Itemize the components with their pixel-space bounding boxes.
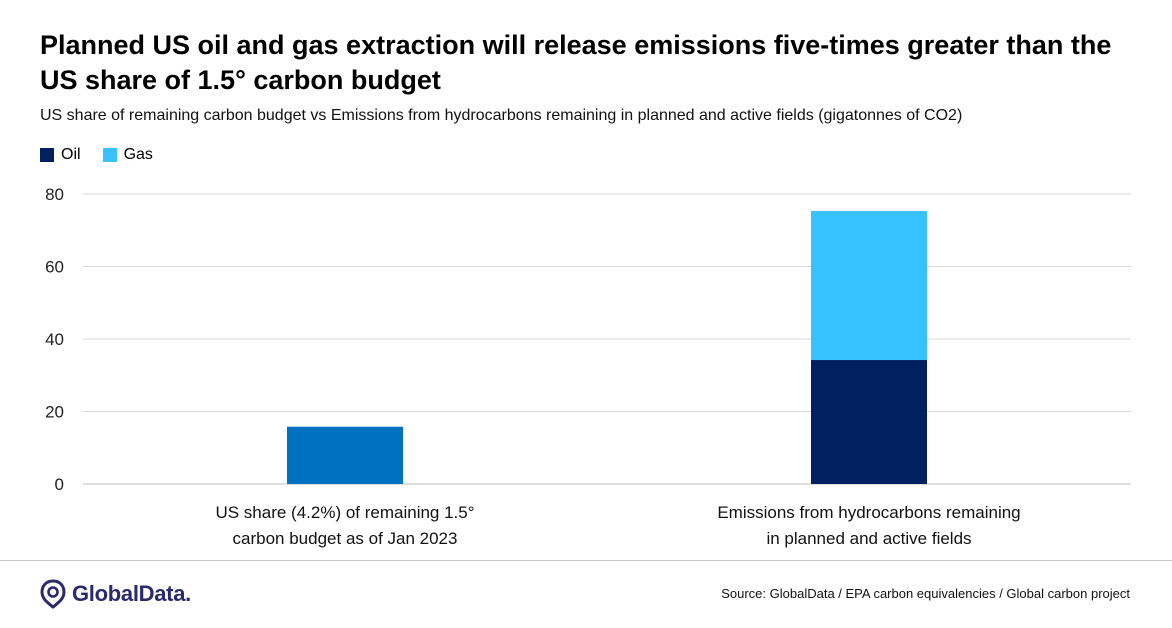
legend-label-oil: Oil (61, 146, 81, 163)
chart-title: Planned US oil and gas extraction will r… (40, 30, 1112, 95)
bar-chart: 0 20 40 60 80 US share (4.2%) of remaining 1.… (45, 185, 1131, 548)
legend: Oil Gas (40, 146, 175, 164)
chart-subtitle: US share of remaining carbon budget vs E… (40, 107, 963, 124)
x-category-label: carbon budget as of Jan 2023 (233, 529, 458, 548)
legend-swatch-oil (40, 148, 54, 162)
footer-divider (0, 560, 1172, 561)
y-tick-label: 80 (45, 185, 64, 204)
globaldata-logo: GlobalData. (40, 579, 191, 609)
bar-oil (811, 360, 927, 484)
globaldata-logo-icon (40, 579, 66, 609)
y-tick-label: 0 (55, 475, 64, 494)
legend-swatch-gas (102, 148, 117, 162)
y-tick-label: 40 (45, 330, 64, 349)
bar-gas (811, 211, 927, 361)
y-tick-label: 20 (45, 403, 64, 422)
legend-item-gas: Gas (102, 146, 153, 164)
source-note: Source: GlobalData / EPA carbon equivale… (721, 586, 1130, 601)
globaldata-logo-text: GlobalData. (72, 581, 191, 606)
bar-us-carbon-budget-share (287, 426, 403, 484)
legend-item-oil: Oil (40, 146, 81, 164)
x-category-label: US share (4.2%) of remaining 1.5° (215, 503, 474, 522)
legend-label-gas: Gas (123, 146, 153, 163)
y-tick-label: 60 (45, 258, 64, 277)
x-category-label: Emissions from hydrocarbons remaining (717, 503, 1020, 522)
x-category-label: in planned and active fields (766, 529, 971, 548)
